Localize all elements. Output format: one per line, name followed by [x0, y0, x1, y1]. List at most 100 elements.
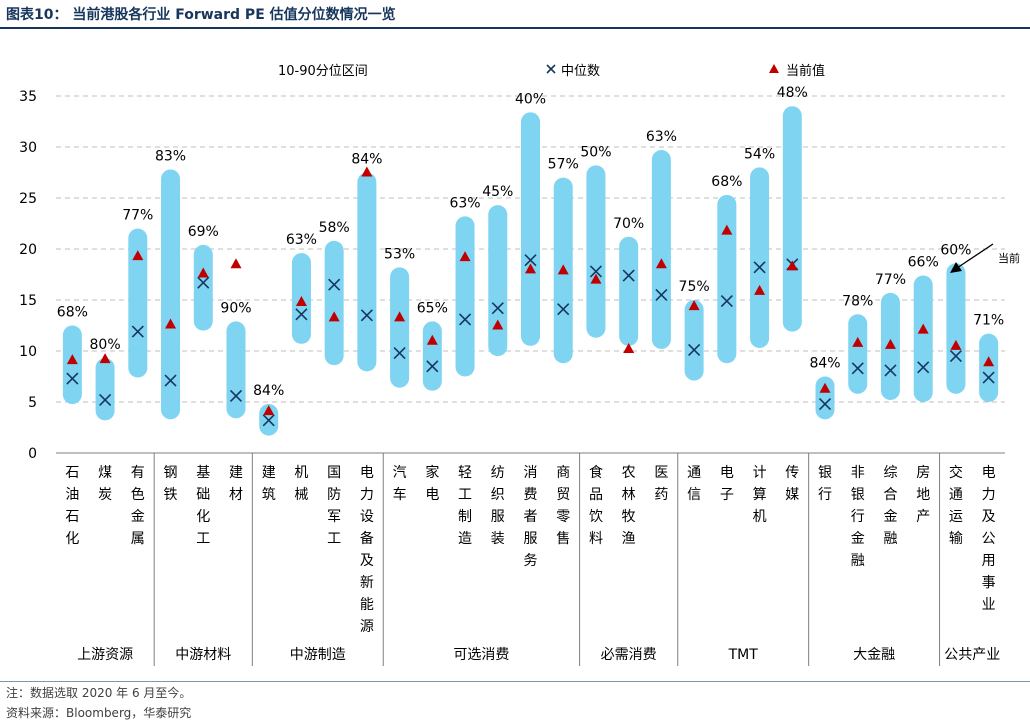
current-marker [459, 251, 471, 262]
current-markers [66, 166, 995, 416]
y-tick-label: 15 [19, 293, 37, 309]
range-bar [586, 165, 606, 338]
current-marker [426, 334, 438, 345]
current-marker [230, 258, 242, 269]
current-marker [721, 224, 733, 235]
median-marker [66, 372, 79, 385]
range-bar [521, 112, 540, 346]
median-marker [884, 364, 897, 377]
median-stroke [66, 372, 79, 385]
percentile-label: 63% [646, 129, 677, 145]
y-tick-label: 20 [19, 242, 37, 258]
median-stroke [328, 278, 341, 291]
range-bar [946, 263, 966, 394]
median-marker [295, 308, 308, 321]
figure-note: 注：数据选取 2020 年 6 月至今。 [6, 686, 192, 700]
median-marker [688, 343, 701, 357]
median-marker [589, 265, 603, 278]
median-stroke [949, 350, 962, 363]
range-bar [62, 325, 82, 405]
median-marker [753, 261, 766, 274]
footer-rule [0, 681, 1030, 682]
legend-current-label: 当前值 [786, 63, 825, 79]
median-stroke [557, 303, 570, 316]
category-label: 计算机 [753, 465, 767, 525]
median-stroke [360, 309, 373, 322]
range-bar [193, 244, 213, 331]
median-marker [655, 288, 668, 301]
current-marker [786, 260, 798, 271]
median-stroke [589, 265, 603, 278]
median-marker [360, 309, 373, 322]
y-axis: 0 5 10 15 20 25 30 35 [19, 89, 37, 462]
current-marker [525, 263, 536, 274]
range-bar [422, 321, 442, 391]
percentile-label: 60% [940, 242, 971, 258]
median-stroke [917, 361, 930, 374]
median-stroke [720, 294, 733, 308]
percentile-label: 45% [482, 184, 513, 200]
range-bar [848, 314, 868, 394]
group-label: 上游资源 [77, 647, 133, 663]
percentile-label: 48% [777, 85, 808, 101]
range-bar [717, 194, 737, 364]
category-label: 国防军工 [327, 465, 341, 547]
median-marker [458, 313, 472, 326]
range-bar [488, 205, 508, 357]
median-stroke [295, 308, 308, 321]
percentile-label: 58% [319, 220, 350, 236]
y-tick-label: 5 [28, 395, 37, 411]
percentile-label: 50% [580, 144, 611, 160]
category-label: 建筑 [262, 465, 276, 503]
median-marker [197, 276, 210, 289]
range-bar [651, 150, 671, 349]
category-label: 电子 [720, 465, 734, 503]
current-marker [197, 267, 209, 278]
y-tick-label: 10 [19, 344, 37, 360]
median-stroke [197, 276, 210, 289]
category-label: 通信 [687, 465, 701, 503]
percentile-label: 84% [351, 152, 382, 168]
range-bar [357, 172, 377, 372]
percentile-label: 69% [188, 224, 219, 240]
median-stroke [458, 313, 472, 326]
figure-source: 资料来源：Bloomberg，华泰研究 [6, 706, 192, 720]
percentile-label: 90% [220, 300, 251, 316]
current-marker [623, 342, 635, 353]
median-marker [982, 371, 995, 384]
y-tick-label: 35 [19, 89, 37, 105]
median-stroke [753, 261, 766, 274]
y-tick-label: 30 [19, 140, 37, 156]
median-marker [622, 269, 635, 282]
category-label: 基础化工 [196, 464, 210, 547]
category-label: 建材 [229, 465, 243, 503]
median-stroke [262, 414, 275, 427]
current-marker [688, 300, 700, 311]
percentile-labels: 68%80%77%83%69%90%84%63%58%84%53%65%63%4… [57, 85, 1004, 399]
category-label: 电力设备及新能源 [360, 465, 374, 635]
group-label: 中游制造 [290, 647, 346, 663]
current-marker [590, 273, 602, 284]
group-label: TMT [728, 647, 759, 663]
range-bar [161, 169, 181, 420]
percentile-label: 77% [122, 208, 153, 224]
percentile-label: 66% [908, 255, 939, 271]
current-marker [165, 318, 177, 329]
range-bar [750, 167, 770, 348]
figure-title: 图表10： 当前港股各行业 Forward PE 估值分位数情况一览 [6, 7, 396, 23]
current-marker [361, 166, 373, 177]
percentile-label: 65% [417, 300, 448, 316]
median-marker [917, 361, 930, 374]
legend: 10-90分位区间 中位数 当前值 [278, 63, 825, 79]
median-stroke [524, 254, 537, 267]
grid-layer [56, 95, 1005, 454]
current-marker [557, 264, 569, 275]
percentile-label: 53% [384, 246, 415, 262]
median-marker [328, 278, 341, 291]
range-bar [913, 275, 933, 402]
range-bar [226, 321, 246, 419]
annotation-arrowhead [950, 262, 962, 273]
y-tick-label: 25 [19, 191, 37, 207]
range-bar [324, 240, 344, 366]
